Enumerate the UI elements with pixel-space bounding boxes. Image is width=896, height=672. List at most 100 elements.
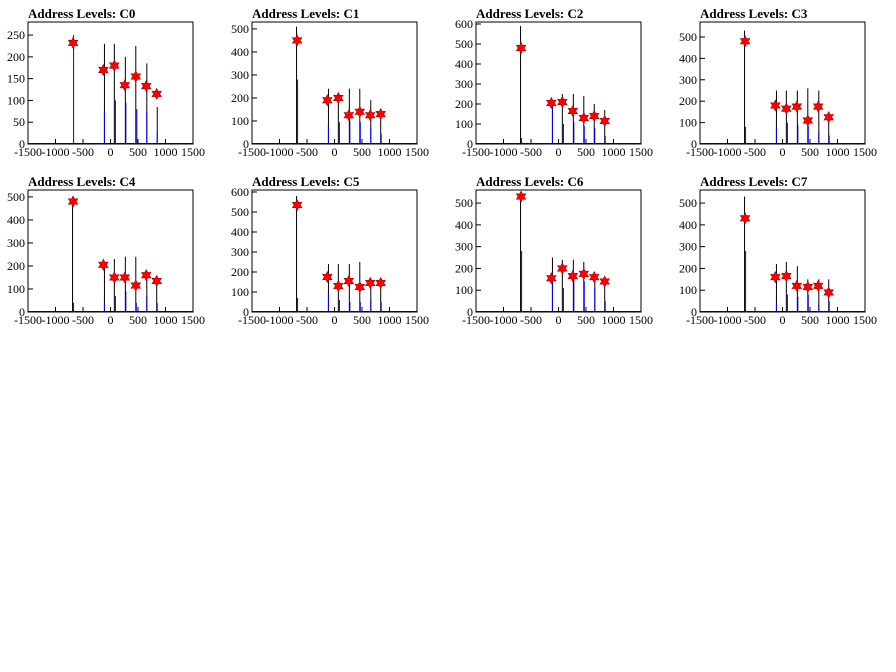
peak-marker [375, 107, 387, 121]
y-tick-label: 500 [231, 22, 249, 36]
plot-frame [27, 189, 194, 313]
x-tick-label: -1000 [266, 145, 294, 159]
peak-marker [515, 41, 527, 55]
y-tick-label: 100 [7, 93, 25, 107]
peak-marker [333, 279, 344, 293]
peak-marker [599, 275, 611, 288]
y-tick-label: 100 [455, 283, 473, 297]
x-tick-label: 500 [129, 145, 147, 159]
x-tick-label: 1000 [826, 313, 850, 327]
peak-marker [557, 262, 568, 275]
peak-marker [781, 102, 792, 115]
x-tick-label: 1500 [629, 313, 653, 327]
x-tick-label: 1500 [853, 313, 877, 327]
y-tick-label: 100 [679, 116, 697, 130]
y-tick-label: 300 [455, 77, 473, 91]
chart-panel-1: Address Levels: C10100200300400500-1500-… [231, 6, 429, 159]
x-tick-label: -500 [296, 313, 318, 327]
peak-marker [322, 270, 333, 284]
peak-marker [739, 212, 751, 225]
peak-marker [354, 280, 366, 294]
y-tick-label: 100 [455, 117, 473, 131]
x-tick-label: -500 [520, 145, 542, 159]
x-tick-label: 0 [108, 145, 114, 159]
y-tick-label: 500 [455, 196, 473, 210]
plot-frame [475, 21, 642, 145]
y-tick-label: 250 [7, 28, 25, 42]
peak-marker [364, 276, 376, 290]
peak-marker [119, 79, 131, 92]
chart-title: Address Levels: C0 [28, 6, 135, 21]
x-tick-label: 1000 [826, 145, 850, 159]
peak-marker [578, 267, 590, 281]
y-tick-label: 0 [467, 305, 473, 319]
plot-frame [699, 189, 866, 313]
peak-marker [354, 105, 366, 118]
peak-marker [333, 91, 344, 105]
x-tick-label: -500 [72, 313, 94, 327]
peak-marker [739, 35, 751, 48]
y-tick-label: 100 [679, 283, 697, 297]
x-tick-label: 0 [332, 145, 338, 159]
peak-marker [151, 274, 163, 288]
x-tick-label: 1500 [853, 145, 877, 159]
peak-marker [588, 109, 600, 123]
x-tick-label: 1500 [405, 145, 429, 159]
peak-marker [291, 34, 303, 47]
x-tick-label: -1500 [238, 145, 266, 159]
peak-marker [546, 272, 557, 285]
x-tick-label: 1000 [378, 145, 402, 159]
chart-title: Address Levels: C2 [476, 6, 583, 21]
peak-marker [119, 271, 131, 284]
x-tick-label: -1000 [266, 313, 294, 327]
x-tick-label: -1000 [42, 145, 70, 159]
chart-panel-2: Address Levels: C2 0 100 200 300 400 500 600 -15… [455, 6, 653, 159]
y-tick-label: 300 [679, 73, 697, 87]
y-tick-label: 400 [7, 213, 25, 227]
x-tick-label: 0 [332, 313, 338, 327]
plot-frame [251, 189, 418, 313]
y-tick-label: 300 [679, 240, 697, 254]
y-tick-label: 150 [7, 72, 25, 86]
plot-frame [699, 21, 866, 145]
peak-marker [98, 258, 109, 271]
x-tick-label: 500 [577, 313, 595, 327]
x-tick-label: -1000 [490, 145, 518, 159]
chart-panel-4: Address Levels: C40100200300400500-1500-… [7, 174, 205, 327]
x-tick-label: 1500 [181, 313, 205, 327]
peak-marker [375, 276, 387, 290]
plot-frame [27, 21, 194, 145]
y-tick-label: 400 [679, 51, 697, 65]
peak-marker [770, 99, 781, 112]
chart-title: Address Levels: C4 [28, 174, 136, 189]
y-tick-label: 300 [455, 240, 473, 254]
y-tick-label: 500 [7, 190, 25, 204]
chart-panel-6: Address Levels: C60100200300400500-1500-… [455, 174, 653, 327]
chart-panel-3: Address Levels: C30100200300400500-1500-… [679, 6, 877, 159]
x-tick-label: -500 [72, 145, 94, 159]
x-tick-label: 500 [129, 313, 147, 327]
y-tick-label: 200 [7, 50, 25, 64]
y-tick-label: 300 [231, 245, 249, 259]
x-tick-label: 1500 [629, 145, 653, 159]
chart-title: Address Levels: C3 [700, 6, 808, 21]
peak-marker [567, 269, 579, 283]
peak-marker [823, 286, 835, 299]
peak-marker [546, 96, 557, 110]
y-tick-label: 0 [691, 305, 697, 319]
y-tick-label: 400 [455, 218, 473, 232]
x-tick-label: -1500 [462, 145, 490, 159]
x-tick-label: 1000 [602, 145, 626, 159]
y-tick-label: 400 [455, 57, 473, 71]
y-tick-label: 0 [243, 305, 249, 319]
x-tick-label: -1000 [714, 145, 742, 159]
peak-marker [322, 94, 333, 107]
peak-marker [567, 104, 579, 118]
peak-marker [770, 270, 781, 284]
x-tick-label: -500 [744, 313, 766, 327]
y-tick-label: 500 [455, 37, 473, 51]
y-tick-label: 600 [231, 185, 249, 199]
y-tick-label: 0 [19, 305, 25, 319]
peak-marker [67, 36, 79, 50]
